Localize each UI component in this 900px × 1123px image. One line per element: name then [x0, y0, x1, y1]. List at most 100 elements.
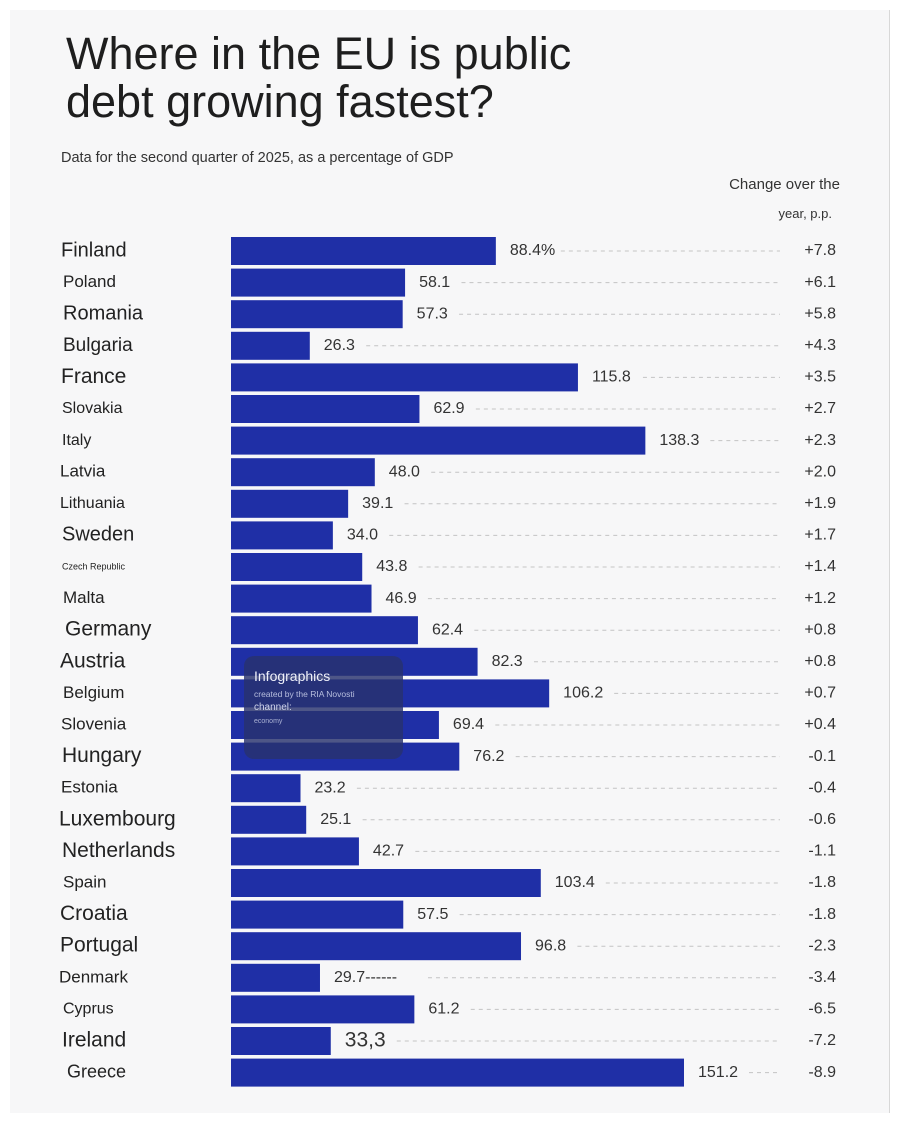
change-label: -0.6 [808, 811, 836, 828]
bar [231, 426, 646, 455]
change-label: +3.5 [804, 369, 836, 386]
country-label: Croatia [60, 902, 128, 925]
change-header-line2: year, p.p. [778, 206, 832, 221]
country-label: Slovenia [61, 714, 127, 733]
value-label: 34.0 [347, 527, 378, 544]
value-label: 96.8 [535, 937, 566, 954]
value-label: 106.2 [563, 685, 603, 702]
change-label: -8.9 [808, 1064, 836, 1081]
country-label: Belgium [63, 683, 124, 702]
value-label: 26.3 [324, 337, 355, 354]
change-label: -6.5 [808, 1001, 836, 1018]
value-label: 103.4 [555, 874, 595, 891]
country-label: Czech Republic [62, 561, 126, 571]
change-label: +1.7 [804, 527, 836, 544]
change-label: +1.4 [804, 558, 836, 575]
value-label: 151.2 [698, 1064, 738, 1081]
country-label: Estonia [61, 778, 118, 797]
bar [231, 489, 349, 518]
value-label: 42.7 [373, 843, 404, 860]
change-label: +7.8 [804, 242, 836, 259]
change-label: -1.1 [808, 843, 836, 860]
change-label: -3.4 [808, 969, 836, 986]
bar [231, 584, 372, 613]
change-label: +2.3 [804, 432, 836, 449]
change-label: +6.1 [804, 274, 836, 291]
bar [231, 837, 359, 866]
change-label: -0.1 [808, 748, 836, 765]
change-label: -2.3 [808, 937, 836, 954]
chart-title: Where in the EU is public debt growing f… [66, 28, 572, 127]
value-label: 43.8 [376, 558, 407, 575]
value-label: 46.9 [386, 590, 417, 607]
watermark-line4: economy [254, 718, 283, 725]
country-label: Poland [63, 272, 116, 291]
bar [231, 458, 375, 487]
value-label: 115.8 [592, 369, 631, 386]
country-label: Italy [62, 432, 91, 449]
change-label: +0.4 [804, 716, 836, 733]
watermark-title: Infographics [254, 668, 331, 684]
country-label: Latvia [60, 462, 106, 481]
country-label: Lithuania [60, 495, 125, 512]
country-label: Cyprus [63, 1001, 114, 1018]
country-label: Spain [63, 872, 106, 891]
country-label: Germany [65, 618, 152, 641]
chart-subtitle: Data for the second quarter of 2025, as … [61, 150, 454, 166]
bar [231, 521, 333, 550]
change-label: +0.8 [804, 621, 836, 638]
infographic-card [10, 10, 890, 1113]
country-label: Romania [63, 302, 144, 324]
country-label: Bulgaria [63, 335, 133, 356]
country-label: Luxembourg [59, 807, 176, 830]
bar [231, 900, 404, 929]
country-label: Greece [67, 1061, 126, 1081]
value-label: 62.4 [432, 621, 463, 638]
country-label: Denmark [59, 967, 128, 986]
bar [231, 553, 363, 581]
bar [231, 1058, 684, 1087]
country-label: Portugal [60, 934, 138, 957]
value-label: 88.4% [510, 242, 555, 259]
country-label: Malta [63, 588, 105, 607]
bar [231, 395, 420, 423]
change-label: -7.2 [808, 1032, 836, 1049]
change-label: +0.7 [804, 685, 836, 702]
change-label: +0.8 [804, 653, 836, 670]
country-label: Slovakia [62, 400, 123, 417]
change-label: -1.8 [808, 874, 836, 891]
value-label: 23.2 [315, 779, 346, 796]
change-header-line1: Change over the [729, 176, 840, 193]
change-column-header: Change over the year, p.p. [690, 170, 840, 228]
watermark-line2: created by the RIA Novosti [254, 689, 355, 699]
value-label: 82.3 [492, 653, 523, 670]
bar [231, 805, 307, 834]
bar [231, 1027, 331, 1055]
bar [231, 869, 541, 897]
value-label: 57.5 [417, 906, 448, 923]
value-label: 58.1 [419, 274, 450, 291]
country-label: Ireland [62, 1029, 126, 1052]
value-label: 39.1 [362, 495, 393, 512]
change-label: +1.2 [804, 590, 836, 607]
bar [231, 774, 301, 803]
change-label: -1.8 [808, 906, 836, 923]
change-label: -0.4 [808, 779, 836, 796]
change-label: +2.7 [804, 400, 836, 417]
country-label: Sweden [62, 524, 134, 546]
country-label: Austria [60, 649, 126, 672]
value-label: 62.9 [433, 400, 464, 417]
value-label: 25.1 [320, 811, 351, 828]
value-label: 69.4 [453, 716, 484, 733]
bar [231, 237, 496, 265]
country-label: Finland [61, 239, 127, 261]
value-label: 33,3 [345, 1029, 386, 1052]
watermark-line3: channel: [254, 702, 292, 713]
change-label: +1.9 [804, 495, 836, 512]
value-label: 138.3 [659, 432, 699, 449]
bar [231, 300, 403, 329]
change-label: +2.0 [804, 463, 836, 480]
bar [231, 268, 406, 297]
value-label: 61.2 [428, 1001, 459, 1018]
